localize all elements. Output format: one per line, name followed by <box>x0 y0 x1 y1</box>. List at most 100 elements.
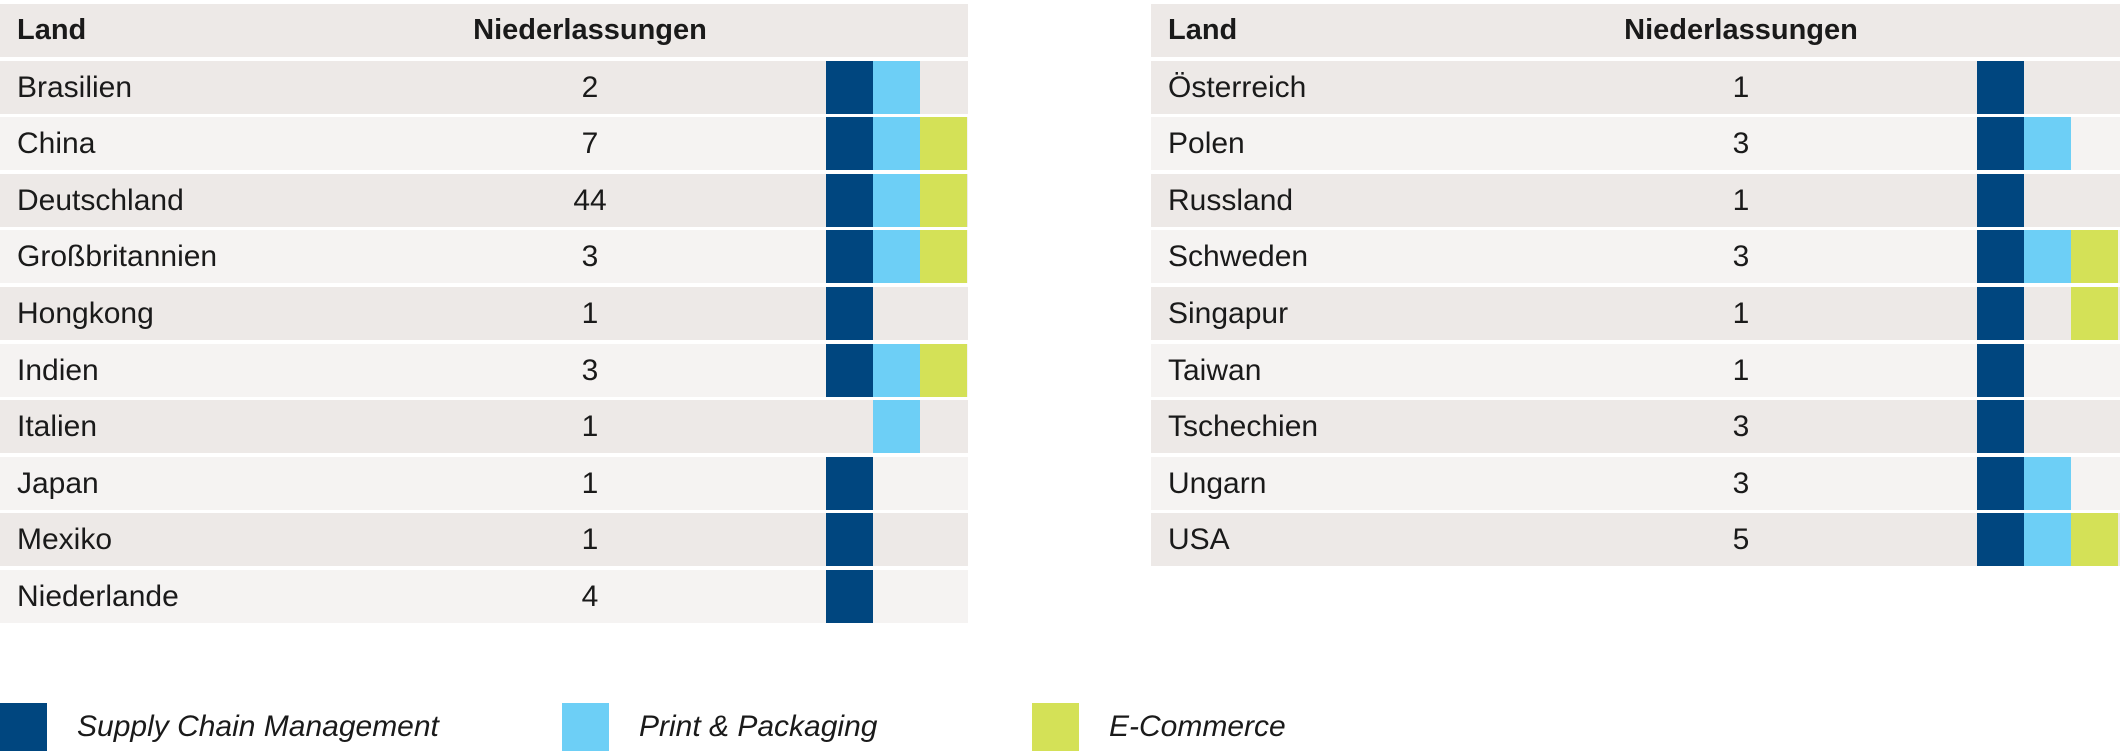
branch-count: 5 <box>1732 523 1750 557</box>
segment-bar-scm <box>826 286 873 340</box>
segment-bar-ec <box>920 117 967 171</box>
segment-bar-scm <box>1977 286 2024 340</box>
segment-bar-pp <box>873 117 920 171</box>
segment-bar-scm <box>826 343 873 397</box>
segment-indicators <box>1977 286 2119 340</box>
segment-bar-scm <box>1977 173 2024 227</box>
segment-indicators <box>1977 117 2119 171</box>
branch-count: 1 <box>581 296 599 330</box>
branch-count: 1 <box>1732 183 1750 217</box>
header-land: Land <box>17 14 87 46</box>
segment-bar-scm <box>826 117 873 171</box>
header-niederlassungen: Niederlassungen <box>1624 14 1858 46</box>
segment-bar-scm <box>1977 230 2024 284</box>
segment-bar-pp <box>873 173 920 227</box>
header-land: Land <box>1168 14 1238 46</box>
country-name: Indien <box>17 353 99 387</box>
table-row: Russland 1 <box>1151 173 2120 227</box>
segment-indicators <box>1977 400 2119 454</box>
branch-count: 1 <box>1732 353 1750 387</box>
table-row: Tschechien 3 <box>1151 400 2120 454</box>
table-row: Brasilien 2 <box>0 60 968 114</box>
segment-bar-scm <box>826 456 873 510</box>
country-name: Tschechien <box>1168 410 1319 444</box>
segment-bar-scm <box>1977 117 2024 171</box>
segment-bar-scm <box>1977 513 2024 567</box>
table-row: USA 5 <box>1151 513 2120 567</box>
legend-label: E-Commerce <box>1109 710 1286 743</box>
country-name: Russland <box>1168 183 1294 217</box>
segment-bar-pp <box>873 400 920 454</box>
branch-count: 7 <box>581 127 599 161</box>
branch-count: 3 <box>581 240 599 274</box>
segment-bar-ec <box>920 230 967 284</box>
country-name: Großbritannien <box>17 240 218 274</box>
segment-indicators <box>826 456 968 510</box>
branch-count: 44 <box>573 183 607 217</box>
segment-indicators <box>826 569 968 623</box>
segment-indicators <box>826 286 968 340</box>
segment-indicators <box>1977 230 2119 284</box>
segment-bar-ec <box>2071 513 2118 567</box>
branch-count: 3 <box>1732 127 1750 161</box>
table-row: Italien 1 <box>0 400 968 454</box>
branch-count: 1 <box>581 523 599 557</box>
segment-bar-scm <box>826 230 873 284</box>
table-row: Mexiko 1 <box>0 513 968 567</box>
branch-count: 4 <box>581 579 599 613</box>
segment-bar-pp <box>873 60 920 114</box>
country-name: China <box>17 127 96 161</box>
table-row: Deutschland 44 <box>0 173 968 227</box>
branch-count: 3 <box>1732 466 1750 500</box>
locations-table-right: Land Niederlassungen Österreich 1 Polen 3 Russ… <box>1151 4 2120 570</box>
table-header: Land Niederlassungen <box>0 4 968 57</box>
branch-count: 1 <box>1732 296 1750 330</box>
table-row: Taiwan 1 <box>1151 343 2120 397</box>
branch-count: 1 <box>581 466 599 500</box>
segment-bar-ec <box>920 343 967 397</box>
segment-bar-scm <box>1977 456 2024 510</box>
header-niederlassungen: Niederlassungen <box>473 14 707 46</box>
branch-count: 3 <box>581 353 599 387</box>
country-name: Japan <box>17 466 99 500</box>
table-row: Singapur 1 <box>1151 286 2120 340</box>
segment-bar-ec <box>920 173 967 227</box>
country-name: Singapur <box>1168 296 1289 330</box>
segment-indicators <box>1977 343 2119 397</box>
country-name: Hongkong <box>17 296 154 330</box>
table-row: Hongkong 1 <box>0 286 968 340</box>
segment-bar-scm <box>1977 343 2024 397</box>
segment-indicators <box>826 513 968 567</box>
segment-bar-pp <box>2024 117 2071 171</box>
segment-indicators <box>826 343 968 397</box>
segment-indicators <box>826 400 968 454</box>
segment-indicators <box>826 60 968 114</box>
legend-swatch <box>0 703 47 751</box>
segment-indicators <box>1977 513 2119 567</box>
table-row: Japan 1 <box>0 456 968 510</box>
segment-bar-ec <box>2071 286 2118 340</box>
segment-bar-scm <box>826 60 873 114</box>
segment-bar-scm <box>1977 400 2024 454</box>
legend-swatch <box>562 703 609 751</box>
branch-count: 1 <box>581 410 599 444</box>
segment-bar-pp <box>2024 230 2071 284</box>
table-row: Österreich 1 <box>1151 60 2120 114</box>
country-name: Taiwan <box>1168 353 1262 387</box>
locations-table-left: Land Niederlassungen Brasilien 2 China 7 Deuts… <box>0 4 968 627</box>
branch-count: 3 <box>1732 240 1750 274</box>
country-name: USA <box>1168 523 1230 557</box>
segment-indicators <box>1977 60 2119 114</box>
country-name: Brasilien <box>17 70 133 104</box>
branch-count: 1 <box>1732 70 1750 104</box>
segment-indicators <box>826 230 968 284</box>
table-row: Indien 3 <box>0 343 968 397</box>
country-name: Österreich <box>1168 70 1307 104</box>
segment-indicators <box>1977 173 2119 227</box>
legend-swatch <box>1032 703 1079 751</box>
branch-count: 2 <box>581 70 599 104</box>
table-row: Ungarn 3 <box>1151 456 2120 510</box>
country-name: Mexiko <box>17 523 113 557</box>
table-row: Niederlande 4 <box>0 569 968 623</box>
country-name: Polen <box>1168 127 1245 161</box>
